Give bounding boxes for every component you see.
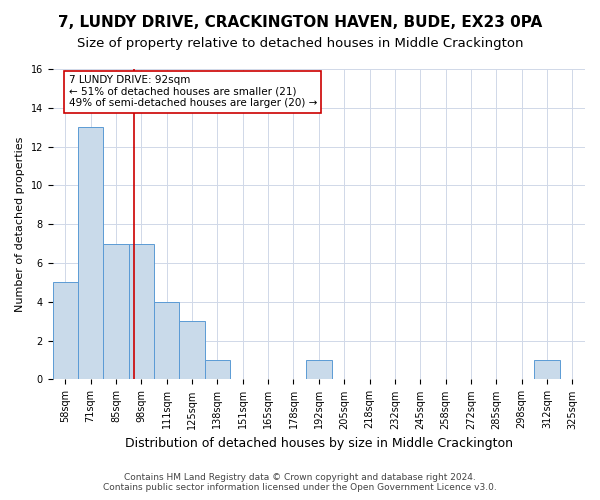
Text: Contains HM Land Registry data © Crown copyright and database right 2024.
Contai: Contains HM Land Registry data © Crown c…: [103, 473, 497, 492]
X-axis label: Distribution of detached houses by size in Middle Crackington: Distribution of detached houses by size …: [125, 437, 513, 450]
Bar: [53, 282, 78, 380]
Bar: [78, 127, 103, 380]
Bar: [154, 302, 179, 380]
Bar: [179, 321, 205, 380]
Text: 7, LUNDY DRIVE, CRACKINGTON HAVEN, BUDE, EX23 0PA: 7, LUNDY DRIVE, CRACKINGTON HAVEN, BUDE,…: [58, 15, 542, 30]
Bar: [103, 244, 129, 380]
Text: 7 LUNDY DRIVE: 92sqm
← 51% of detached houses are smaller (21)
49% of semi-detac: 7 LUNDY DRIVE: 92sqm ← 51% of detached h…: [68, 75, 317, 108]
Text: Size of property relative to detached houses in Middle Crackington: Size of property relative to detached ho…: [77, 38, 523, 51]
Bar: [129, 244, 154, 380]
Bar: [306, 360, 332, 380]
Bar: [535, 360, 560, 380]
Y-axis label: Number of detached properties: Number of detached properties: [15, 136, 25, 312]
Bar: [205, 360, 230, 380]
